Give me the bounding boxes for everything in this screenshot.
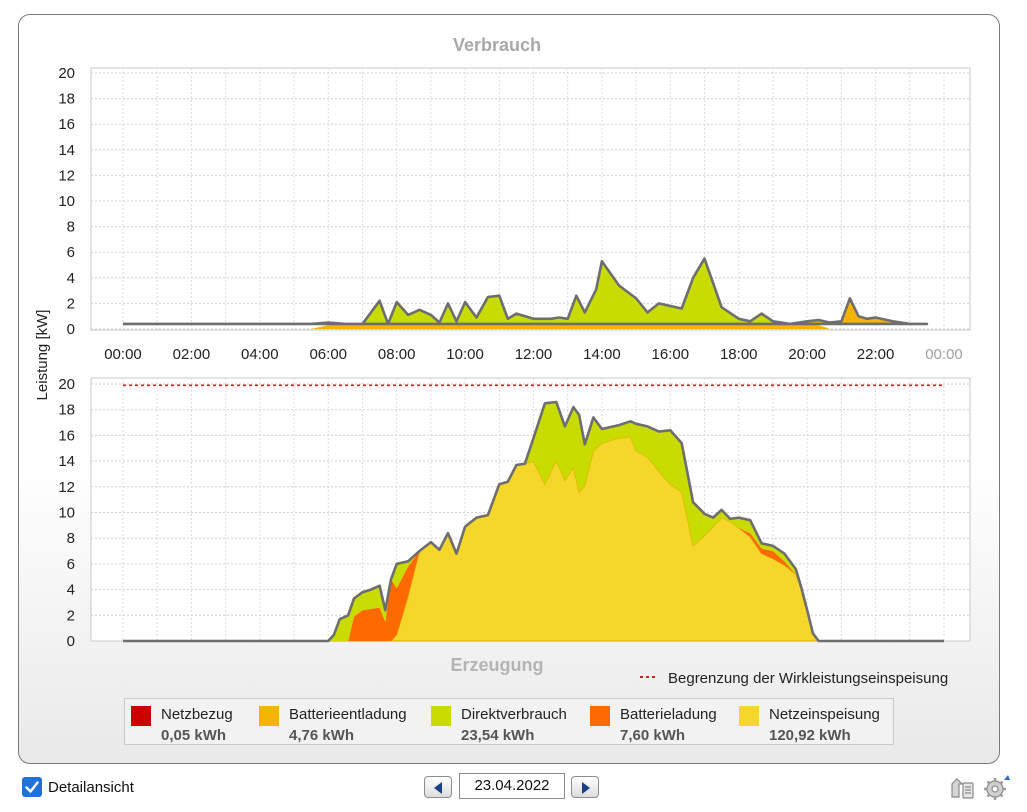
y-tick-label: 10 [58, 505, 75, 522]
area-batterieentladung [123, 258, 927, 329]
x-tick-label: 14:00 [583, 346, 621, 363]
prev-day-button[interactable] [424, 776, 452, 798]
detail-checkbox[interactable] [22, 777, 42, 797]
y-tick-label: 8 [67, 530, 75, 547]
x-tick-label: 04:00 [241, 346, 279, 363]
arrow-left-icon [434, 782, 442, 794]
legend-value: 23,54 kWh [461, 727, 535, 744]
legend-name: Batterieladung [620, 706, 717, 723]
x-tick-label: 02:00 [173, 346, 211, 363]
x-tick-label: 18:00 [720, 346, 758, 363]
total-outline-1 [123, 257, 929, 326]
area-direktverbrauch [123, 402, 944, 641]
legend-swatch [131, 706, 151, 726]
y-tick-label: 6 [67, 244, 75, 261]
legend-name: Netzbezug [161, 706, 233, 723]
y-tick-label: 0 [67, 321, 75, 338]
y-tick-label: 14 [58, 142, 75, 159]
chart-canvas: 0 2 4 6 8 10 12 14 16 18 20 0 2 4 6 8 10 12 14 16 18 20 Verbra… [34, 35, 971, 687]
x-tick-label: 00:00 [104, 346, 142, 363]
x-tick-label: 08:00 [378, 346, 416, 363]
x-tick-label: 00:00 [925, 346, 963, 363]
legend-value: 120,92 kWh [769, 727, 851, 744]
legend-value: 7,60 kWh [620, 727, 686, 744]
chart-title-erzeugung: Erzeugung [451, 655, 544, 675]
legend-name: Netzeinspeisung [769, 706, 880, 723]
legend-name: Batterieentladung [289, 706, 407, 723]
x-tick-label: 20:00 [788, 346, 826, 363]
chart-title-verbrauch: Verbrauch [453, 35, 541, 55]
settings-icon[interactable] [983, 773, 1011, 801]
y-tick-label: 12 [58, 479, 75, 496]
y-axis-label: Leistung [kW] [34, 310, 51, 401]
x-tick-label: 12:00 [515, 346, 553, 363]
x-tick-label: 10:00 [446, 346, 484, 363]
y-tick-label: 10 [58, 193, 75, 210]
y-tick-label: 18 [58, 402, 75, 419]
x-tick-label: 06:00 [309, 346, 347, 363]
next-day-button[interactable] [571, 776, 599, 798]
y-tick-label: 2 [67, 295, 75, 312]
legend-swatch [259, 706, 279, 726]
y-tick-label: 4 [67, 582, 75, 599]
y-tick-label: 16 [58, 427, 75, 444]
y-tick-label: 18 [58, 91, 75, 108]
plot-area-1 [90, 67, 971, 331]
y-tick-label: 16 [58, 116, 75, 133]
legend-value: 0,05 kWh [161, 727, 227, 744]
legend-swatch [590, 706, 610, 726]
legend-swatch [739, 706, 759, 726]
legend-name: Direktverbrauch [461, 706, 567, 723]
legend: Netzbezug 0,05 kWh Batterieentladung 4,7… [124, 698, 894, 745]
checkmark-icon [25, 781, 39, 793]
y-tick-label: 14 [58, 453, 75, 470]
bottom-toolbar: Detailansicht 23.04.2022 [0, 770, 1027, 812]
total-outline-2 [123, 400, 944, 643]
y-tick-label: 0 [67, 633, 75, 650]
y-tick-label: 20 [58, 376, 75, 393]
y-tick-label: 8 [67, 219, 75, 236]
y-tick-label: 4 [67, 270, 75, 287]
date-input[interactable]: 23.04.2022 [459, 773, 565, 799]
y-tick-label: 20 [58, 65, 75, 82]
arrow-right-icon [582, 782, 590, 794]
x-tick-label: 16:00 [652, 346, 690, 363]
x-tick-label: 22:00 [857, 346, 895, 363]
y-tick-label: 6 [67, 556, 75, 573]
reference-legend-label: Begrenzung der Wirkleistungseinspeisung [668, 670, 948, 687]
detail-label[interactable]: Detailansicht [48, 779, 134, 796]
y-tick-label: 12 [58, 167, 75, 184]
export-icon[interactable] [950, 775, 976, 801]
y-tick-label: 2 [67, 607, 75, 624]
legend-value: 4,76 kWh [289, 727, 355, 744]
legend-swatch [431, 706, 451, 726]
